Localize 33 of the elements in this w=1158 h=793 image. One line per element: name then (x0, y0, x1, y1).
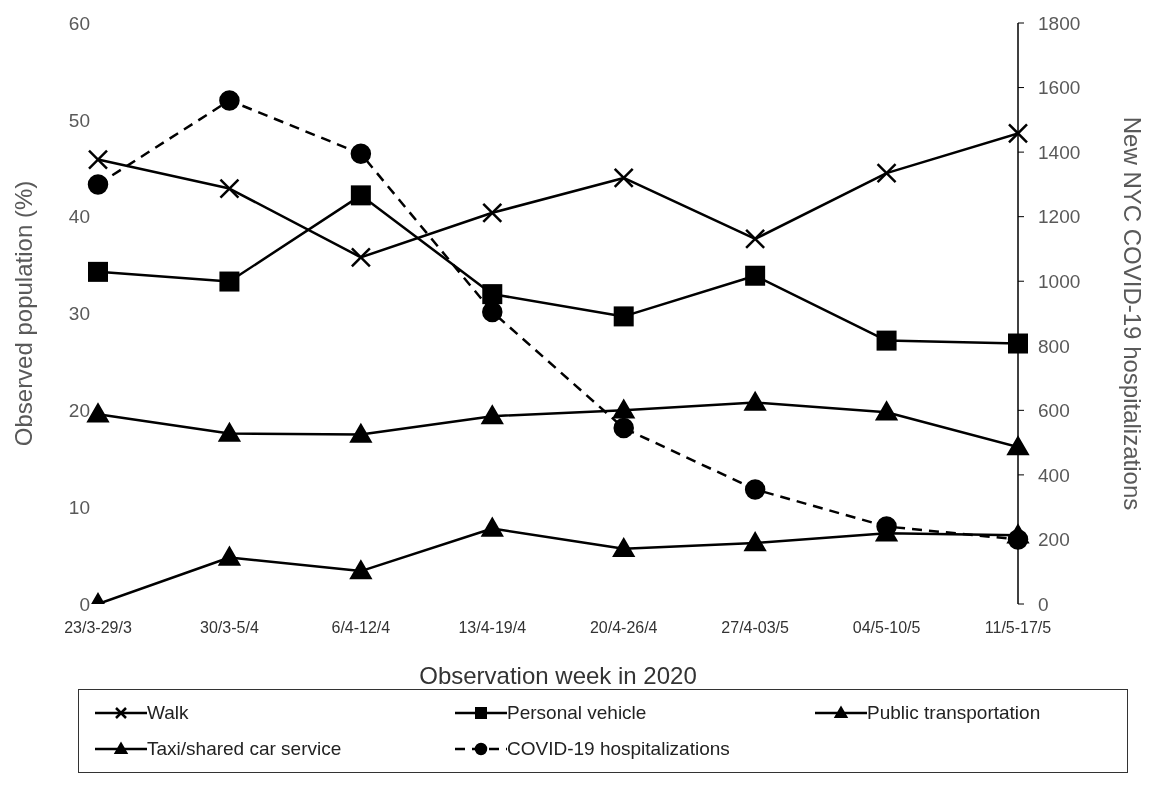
y-tick-label: 40 (68, 206, 90, 228)
y2-tick-label: 1000 (1038, 270, 1081, 292)
x-tick-label: 30/3-5/4 (200, 619, 259, 637)
y-tick-label: 30 (68, 303, 90, 325)
x-tick-label: 6/4-12/4 (331, 619, 391, 637)
y-tick-label: 0 (79, 593, 90, 615)
legend-label: Taxi/shared car service (147, 738, 342, 760)
y2-tick-label: 1800 (1038, 12, 1081, 34)
y2-tick-label: 1200 (1038, 206, 1081, 228)
x-tick-label: 20/4-26/4 (589, 619, 658, 637)
y2-tick-label: 1600 (1038, 77, 1081, 99)
x-tick-label: 13/4-19/4 (458, 619, 527, 637)
x-tick-label: 11/5-17/5 (984, 619, 1052, 637)
x-tick-label: 23/3-29/3 (64, 619, 132, 637)
y-tick-label: 60 (68, 12, 90, 34)
legend-label: Public transportation (867, 702, 1041, 724)
y2-tick-label: 800 (1038, 335, 1070, 357)
y2-tick-label: 600 (1038, 400, 1070, 422)
x-axis-title: Observation week in 2020 (419, 662, 697, 689)
legend-label: COVID-19 hospitalizations (507, 738, 730, 760)
y-tick-label: 20 (68, 400, 90, 422)
y2-tick-label: 1400 (1038, 141, 1081, 163)
y2-tick-label: 400 (1038, 464, 1070, 486)
y2-tick-label: 200 (1038, 529, 1070, 551)
x-tick-label: 04/5-10/5 (852, 619, 921, 637)
y2-tick-label: 0 (1038, 593, 1049, 615)
y-tick-label: 10 (68, 496, 90, 518)
x-tick-label: 27/4-03/5 (721, 619, 790, 637)
legend-label: Personal vehicle (507, 702, 647, 724)
legend-label: Walk (147, 702, 189, 724)
y2-axis-title: New NYC COVID-19 hospitalizations (1119, 116, 1147, 511)
y-axis-title: Observed population (%) (9, 180, 37, 447)
y-tick-label: 50 (68, 109, 90, 131)
